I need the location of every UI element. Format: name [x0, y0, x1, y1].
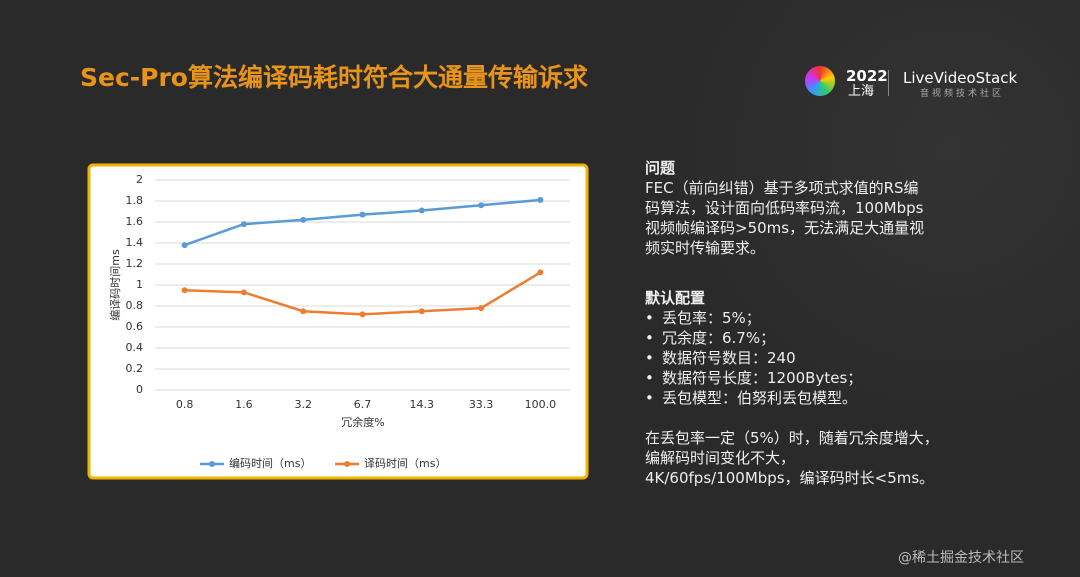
x-tick-label: 14.3	[410, 398, 435, 411]
y-axis-label: 编译码时间ms	[108, 249, 122, 321]
logo-brand: LiveVideoStack	[903, 69, 1018, 87]
bullet: •	[645, 329, 654, 347]
x-tick-label: 100.0	[525, 398, 557, 411]
conclusion-line: 4K/60fps/100Mbps，编译码时长<5ms。	[645, 469, 935, 487]
point	[418, 308, 425, 315]
point	[478, 305, 485, 312]
y-tick-label: 1	[136, 278, 143, 291]
config-item: 丢包率：5%；	[662, 309, 761, 327]
x-tick-label: 0.8	[176, 398, 194, 411]
chart-frame	[87, 163, 589, 480]
point	[537, 196, 544, 203]
point	[359, 211, 366, 218]
legend-label: 编码时间（ms）	[229, 456, 311, 470]
y-tick-label: 0.6	[126, 320, 144, 333]
y-tick-label: 2	[136, 173, 143, 186]
logo-city: 上海	[848, 84, 875, 99]
x-axis-label: 冗余度%	[341, 415, 384, 429]
problem-line: 频实时传输要求。	[645, 239, 766, 257]
legend-label: 译码时间（ms）	[364, 457, 446, 470]
slide-title: Sec-Pro算法编译码耗时符合大通量传输诉求	[80, 63, 588, 92]
y-tick-label: 1.6	[126, 215, 144, 228]
x-tick-label: 33.3	[469, 398, 494, 411]
logo	[805, 66, 835, 96]
bullet: •	[645, 369, 654, 387]
y-tick-label: 0.8	[126, 299, 144, 312]
bullet: •	[645, 349, 654, 367]
bullet: •	[645, 309, 654, 327]
point	[181, 242, 188, 249]
y-tick-label: 0.4	[126, 341, 144, 354]
point	[181, 287, 188, 294]
config-item: 数据符号长度：1200Bytes；	[662, 369, 863, 387]
y-tick-label: 1.4	[126, 236, 144, 249]
problem-line: 码算法，设计面向低码率码流，100Mbps	[645, 199, 924, 217]
config-item: 数据符号数目：240	[662, 349, 796, 367]
bullet: •	[645, 389, 654, 407]
point	[418, 207, 425, 214]
point	[478, 202, 485, 209]
config-item: 冗余度：6.7%；	[662, 329, 776, 347]
problem-heading: 问题	[645, 159, 676, 177]
point	[240, 221, 247, 228]
point	[300, 216, 307, 223]
config-heading: 默认配置	[645, 289, 706, 307]
y-tick-label: 0.2	[126, 362, 144, 375]
y-tick-label: 1.2	[126, 257, 144, 270]
problem-line: FEC（前向纠错）基于多项式求值的RS编	[645, 179, 919, 197]
divider	[888, 70, 889, 96]
y-tick-label: 0	[136, 383, 143, 396]
logo-year: 2022	[846, 67, 888, 85]
x-tick-label: 6.7	[354, 398, 372, 411]
problem-line: 视频帧编译码>50ms，无法满足大通量视	[645, 219, 925, 237]
watermark: @稀土掘金技术社区	[898, 550, 1024, 566]
legend-marker	[344, 461, 350, 467]
conclusion-line: 在丢包率一定（5%）时，随着冗余度增大，	[645, 429, 939, 447]
x-tick-label: 3.2	[294, 398, 312, 411]
point	[240, 289, 247, 296]
point	[359, 311, 366, 318]
x-tick-label: 1.6	[235, 398, 253, 411]
legend-marker	[209, 461, 215, 467]
point	[300, 308, 307, 315]
config-item: 丢包模型：伯努利丢包模型。	[662, 389, 858, 407]
logo-tagline: 音视频技术社区	[920, 89, 1005, 99]
point	[537, 269, 544, 276]
conclusion-line: 编解码时间变化不大，	[645, 449, 796, 467]
y-tick-label: 1.8	[126, 194, 144, 207]
